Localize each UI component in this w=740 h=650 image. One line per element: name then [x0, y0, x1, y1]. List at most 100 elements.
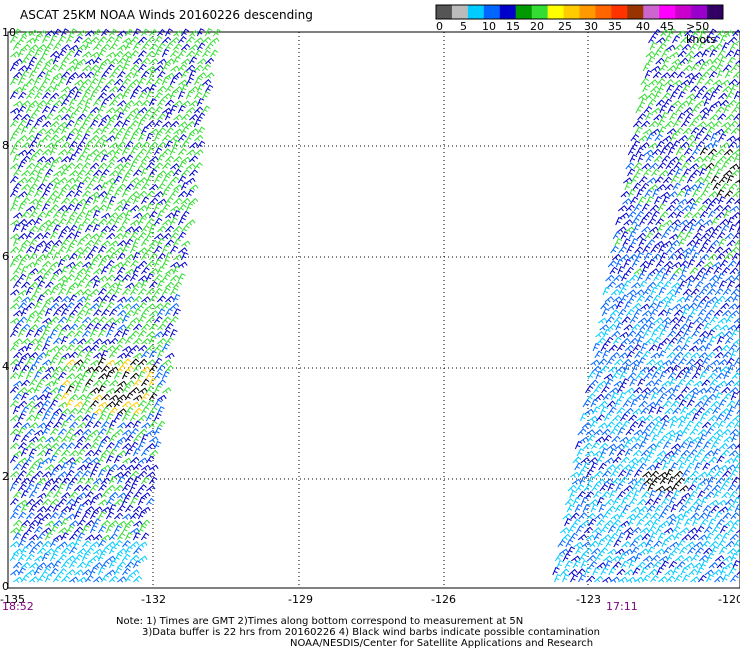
wind-barb	[98, 218, 108, 226]
wind-barb	[678, 462, 686, 471]
wind-barb	[93, 43, 102, 51]
wind-barb	[641, 533, 651, 541]
wind-barb	[113, 287, 122, 296]
wind-barb	[694, 462, 702, 471]
wind-barb	[654, 196, 662, 205]
wind-barb	[45, 562, 55, 569]
wind-barb	[66, 359, 76, 366]
wind-barb	[89, 524, 98, 534]
wind-barb	[717, 420, 726, 429]
wind-barb	[26, 78, 35, 86]
wind-barb	[684, 72, 695, 79]
wind-barb	[696, 344, 706, 352]
wind-barb	[700, 455, 709, 464]
wind-barb	[93, 548, 103, 555]
wind-barb	[684, 497, 694, 506]
wind-barb	[677, 273, 687, 282]
wind-barb	[634, 393, 645, 401]
wind-barb	[138, 470, 148, 478]
wind-barb	[44, 532, 53, 541]
wind-barb	[629, 274, 639, 282]
wind-barb	[105, 427, 114, 436]
wind-barb	[692, 29, 702, 37]
wind-barb	[130, 344, 140, 352]
wind-barb	[49, 539, 58, 548]
wind-barb	[671, 322, 681, 331]
wind-barb	[50, 204, 59, 212]
wind-barb	[58, 553, 67, 562]
wind-barb	[654, 240, 665, 247]
wind-barb	[710, 132, 718, 142]
wind-barb	[690, 85, 700, 93]
wind-barb	[117, 239, 127, 247]
wind-barb	[610, 392, 619, 401]
wind-barb	[85, 547, 95, 555]
wind-barb	[109, 212, 119, 219]
wind-barb	[711, 324, 721, 331]
wind-barb	[81, 511, 91, 520]
wind-barb	[108, 434, 118, 443]
wind-barb	[98, 190, 108, 198]
wind-barb	[109, 70, 118, 79]
wind-barb	[161, 188, 170, 198]
wind-barb	[734, 238, 740, 247]
wind-barb	[148, 392, 158, 401]
wind-barb	[13, 100, 23, 107]
wind-barb	[615, 483, 624, 492]
wind-barb	[77, 296, 87, 303]
wind-barb	[13, 380, 23, 387]
wind-barb	[612, 231, 621, 240]
wind-barb	[42, 457, 52, 464]
wind-barb	[621, 273, 629, 282]
wind-barb	[647, 483, 656, 492]
wind-barb	[720, 34, 728, 44]
wind-barb	[20, 546, 29, 555]
wind-barb	[557, 539, 566, 548]
wind-barb	[586, 393, 596, 401]
wind-barb	[74, 302, 83, 310]
wind-barb	[44, 307, 53, 317]
wind-barb	[682, 393, 692, 401]
wind-barb	[93, 448, 102, 457]
wind-barb	[664, 78, 674, 86]
wind-barb	[734, 462, 740, 471]
wind-barb	[37, 183, 46, 191]
wind-barb	[42, 120, 52, 128]
wind-barb	[656, 450, 667, 457]
wind-barb	[49, 553, 58, 562]
wind-barb	[145, 371, 154, 380]
wind-barb	[129, 497, 138, 506]
wind-barb	[148, 364, 158, 373]
wind-barb	[106, 288, 115, 296]
wind-barb	[186, 219, 196, 226]
wind-barb	[10, 428, 20, 436]
wind-barb	[718, 464, 728, 471]
wind-barb	[733, 274, 740, 282]
wind-barb	[73, 217, 82, 226]
wind-barb	[106, 484, 116, 492]
wind-barb	[624, 344, 634, 352]
wind-barb	[57, 77, 67, 86]
wind-barb	[60, 98, 70, 107]
wind-barb	[73, 273, 83, 282]
wind-barb	[25, 329, 34, 338]
wind-barb	[639, 548, 649, 555]
wind-barb	[28, 140, 38, 149]
wind-barb	[74, 372, 84, 380]
x-tick-label: -126	[431, 593, 456, 606]
wind-barb	[689, 267, 699, 275]
wind-barb	[591, 441, 600, 450]
wind-barb	[121, 105, 131, 114]
wind-barb	[181, 100, 191, 107]
wind-barb	[65, 35, 74, 44]
wind-barb	[729, 428, 739, 436]
wind-barb	[594, 393, 605, 401]
wind-barb	[684, 412, 692, 422]
wind-barb	[644, 561, 654, 569]
wind-barb	[76, 140, 86, 149]
wind-barb	[730, 127, 740, 135]
wind-barb	[68, 546, 78, 555]
legend-swatch	[436, 5, 453, 19]
wind-barb	[33, 203, 43, 212]
wind-barb	[692, 454, 700, 464]
